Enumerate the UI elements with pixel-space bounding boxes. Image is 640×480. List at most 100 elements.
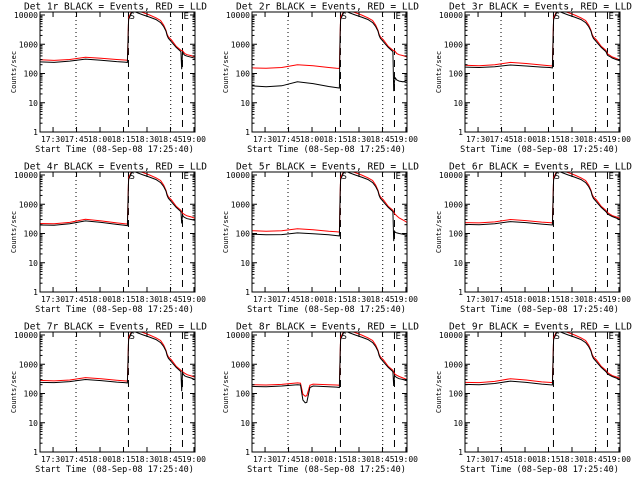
y-tick-label: 1 [33,128,38,137]
y-axis-title: Counts/sec [435,51,443,93]
x-axis-title: Start Time (08-Sep-08 17:25:40) [247,465,406,475]
marker-s: S [341,12,346,22]
plot-frame [39,171,196,293]
series-line-lld [252,172,407,233]
x-tick-label: 17:30 [41,455,65,464]
chart-title: Det 5r BLACK = Events, RED = LLD [236,162,419,173]
y-tick-label: 10000 [14,171,38,180]
x-tick-label: 18:30 [135,295,159,304]
x-tick-label: 17:45 [489,455,513,464]
x-tick-label: 19:00 [394,295,418,304]
marker-e: E [608,12,613,22]
x-tick-label: 18:30 [135,135,159,144]
chart-panel-5: Det 5r BLACK = Events, RED = LLD 17:30 17:… [222,162,419,316]
y-tick-label: 10 [453,99,463,108]
chart-title: Det 2r BLACK = Events, RED = LLD [236,2,419,13]
chart-panel-6: Det 6r BLACK = Events, RED = LLD 17:30 17:… [435,162,632,316]
chart-title: Det 7r BLACK = Events, RED = LLD [24,322,207,333]
x-tick-label: 18:15 [323,455,347,464]
y-axis-title: Counts/sec [435,371,443,413]
y-axis-title: Counts/sec [222,371,230,413]
x-tick-label: 18:15 [111,455,135,464]
y-tick-label: 1 [245,448,250,457]
series-line-events [40,12,195,70]
x-tick-label: 18:45 [583,135,607,144]
x-tick-label: 18:00 [88,295,112,304]
plot-frame [251,331,408,453]
y-tick-label: 10 [240,419,250,428]
y-tick-label: 1000 [444,40,463,49]
y-tick-label: 10 [453,419,463,428]
x-tick-label: 19:00 [607,135,631,144]
x-axis-title: Start Time (08-Sep-08 17:25:40) [460,305,619,315]
y-tick-label: 1000 [444,200,463,209]
y-tick-label: 10000 [439,331,463,340]
x-tick-label: 18:30 [560,455,584,464]
y-tick-label: 10000 [226,11,250,20]
series-line-events [252,172,407,242]
y-tick-label: 1000 [19,200,38,209]
y-tick-label: 1000 [231,200,250,209]
chart-panel-8: Det 8r BLACK = Events, RED = LLD 17:30 17:… [222,322,419,476]
y-tick-label: 10000 [226,171,250,180]
series-line-events [465,172,620,226]
y-tick-label: 10000 [439,171,463,180]
x-tick-label: 18:15 [536,135,560,144]
y-tick-label: 10 [28,259,38,268]
y-axis-title: Counts/sec [10,51,18,93]
chart-panel-7: Det 7r BLACK = Events, RED = LLD 17:30 17:… [10,322,207,476]
x-axis-title: Start Time (08-Sep-08 17:25:40) [35,305,194,315]
y-tick-label: 1000 [19,40,38,49]
y-tick-label: 100 [24,390,39,399]
y-tick-label: 1 [458,128,463,137]
chart-title: Det 3r BLACK = Events, RED = LLD [449,2,632,13]
marker-s: S [554,332,559,342]
y-tick-label: 1 [458,448,463,457]
x-axis-title: Start Time (08-Sep-08 17:25:40) [460,145,619,155]
y-tick-label: 1000 [19,360,38,369]
x-axis-title: Start Time (08-Sep-08 17:25:40) [247,305,406,315]
plot-frame [251,171,408,293]
y-tick-label: 100 [449,230,464,239]
y-tick-label: 1000 [231,360,250,369]
x-tick-label: 18:30 [560,135,584,144]
x-tick-label: 18:15 [536,455,560,464]
x-tick-label: 19:00 [607,295,631,304]
marker-e: E [608,332,613,342]
y-tick-label: 100 [236,230,251,239]
plot-frame [464,331,621,453]
y-tick-label: 10 [453,259,463,268]
x-tick-label: 17:45 [276,455,300,464]
x-tick-label: 18:00 [513,135,537,144]
y-tick-label: 10000 [226,331,250,340]
chart-panel-4: Det 4r BLACK = Events, RED = LLD 17:30 17:… [10,162,207,316]
x-tick-label: 17:30 [253,295,277,304]
x-tick-label: 19:00 [182,295,206,304]
chart-title: Det 4r BLACK = Events, RED = LLD [24,162,207,173]
chart-panel-1: Det 1r BLACK = Events, RED = LLD 17:30 17:… [10,2,207,156]
x-axis-title: Start Time (08-Sep-08 17:25:40) [35,465,194,475]
x-tick-label: 17:30 [253,455,277,464]
plot-frame [39,11,196,133]
x-tick-label: 18:45 [370,295,394,304]
x-tick-label: 18:15 [323,135,347,144]
plot-frame [251,11,408,133]
y-tick-label: 1 [458,288,463,297]
y-tick-label: 10000 [14,11,38,20]
x-tick-label: 18:45 [583,295,607,304]
marker-e: E [183,12,188,22]
series-line-lld [465,172,620,224]
x-tick-label: 18:45 [370,455,394,464]
marker-s: S [554,12,559,22]
y-tick-label: 100 [449,390,464,399]
y-tick-label: 1 [245,128,250,137]
series-line-events [40,172,195,227]
x-tick-label: 18:00 [513,455,537,464]
x-tick-label: 18:00 [513,295,537,304]
chart-panel-9: Det 9r BLACK = Events, RED = LLD 17:30 17:… [435,322,632,476]
x-axis-title: Start Time (08-Sep-08 17:25:40) [460,465,619,475]
x-tick-label: 17:30 [466,455,490,464]
x-tick-label: 17:45 [276,295,300,304]
